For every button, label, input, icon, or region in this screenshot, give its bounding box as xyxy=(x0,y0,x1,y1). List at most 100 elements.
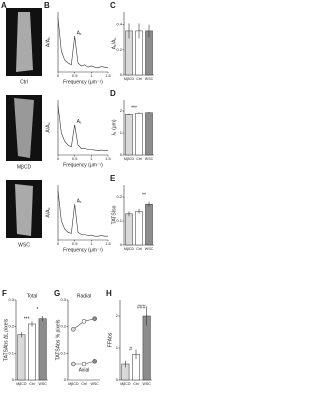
x-tick-label: 0 xyxy=(57,241,60,246)
y-tick-label: 0.3 xyxy=(60,297,66,302)
y-tick-label: 0.1 xyxy=(116,218,122,223)
x-tick-label: WSC xyxy=(145,77,154,81)
subtitle: Total xyxy=(27,293,38,299)
y-tick-label: 1 xyxy=(116,345,119,350)
y-axis-label: A₁/A₀ xyxy=(111,38,117,50)
x-tick-label: WSC xyxy=(38,382,47,386)
x-tick-label: 0.5 xyxy=(72,156,78,161)
x-tick-label: Ctrl xyxy=(133,382,139,386)
x-axis-label: Frequency (μm⁻¹) xyxy=(63,162,103,168)
y-tick-label: 0.3 xyxy=(8,297,14,302)
y-tick-label: 0.2 xyxy=(116,194,122,199)
x-tick-label: MβCD xyxy=(124,247,135,251)
y-axis-label: TATSAbs % pixels xyxy=(55,319,61,360)
y-axis-label: A/A₀ xyxy=(45,207,51,217)
image-label: Ctrl xyxy=(20,79,28,85)
spectrum-line xyxy=(57,190,108,237)
point xyxy=(71,327,76,332)
x-tick-label: WSC xyxy=(142,382,151,386)
x-tick-label: 0 xyxy=(57,156,60,161)
point xyxy=(81,361,87,367)
point xyxy=(81,319,87,324)
y-tick-label: 0.2 xyxy=(60,324,66,329)
x-tick-label: 1.5 xyxy=(105,156,111,161)
x-tick-label: 1.5 xyxy=(105,241,111,246)
x-tick-label: WSC xyxy=(145,247,154,251)
y-tick-label: 0.4 xyxy=(116,22,122,27)
x-tick-label: WSC xyxy=(145,157,154,161)
x-tick-label: Ctrl xyxy=(29,382,35,386)
panel-letter: F xyxy=(2,289,7,298)
x-tick-label: Ctrl xyxy=(136,247,142,251)
spectrum-line xyxy=(57,105,108,151)
y-axis-label: TATSAbs ΔL pixels xyxy=(3,318,9,361)
y-tick-label: 0.2 xyxy=(116,47,122,52)
y-tick-label: 2 xyxy=(116,313,119,318)
panel-letter: D xyxy=(110,89,116,98)
bar xyxy=(135,112,143,156)
y-tick-label: 0 xyxy=(64,377,67,382)
x-tick-label: MβCD xyxy=(68,382,79,386)
y-axis-label: FFAbs xyxy=(107,332,113,347)
x-axis-label: Frequency (μm⁻¹) xyxy=(63,79,103,85)
x-tick-label: Ctrl xyxy=(81,382,87,386)
x-tick-label: WSC xyxy=(90,382,99,386)
significance: ### xyxy=(137,304,146,310)
point xyxy=(92,316,97,321)
series-label: Axial xyxy=(79,367,90,373)
subtitle: Radial xyxy=(77,293,91,299)
bar xyxy=(145,112,153,156)
bar xyxy=(28,323,36,381)
x-tick-label: 1 xyxy=(90,156,93,161)
panel-letter: H xyxy=(106,289,112,298)
y-tick-label: 0.2 xyxy=(8,324,14,329)
significance: *** xyxy=(131,106,137,112)
x-tick-label: MβCD xyxy=(124,77,135,81)
image-label: WSC xyxy=(18,242,30,248)
bar xyxy=(135,211,143,246)
y-axis-label: λ₁ (μm) xyxy=(111,119,117,135)
cell-image xyxy=(6,8,42,238)
y-tick-label: 0 xyxy=(120,242,123,247)
x-tick-label: 1 xyxy=(90,241,93,246)
annotation: A₁ xyxy=(77,119,82,125)
bar xyxy=(125,114,133,156)
panel-letter: E xyxy=(110,174,116,183)
bar xyxy=(125,213,133,246)
x-tick-label: 0 xyxy=(57,73,60,78)
bar xyxy=(145,203,153,246)
bar xyxy=(17,334,26,381)
bar xyxy=(38,318,47,381)
image-label: MβCD xyxy=(17,164,32,170)
point xyxy=(71,361,76,367)
panel-letter: C xyxy=(110,1,116,10)
panel-letter: G xyxy=(54,289,60,298)
x-tick-label: 1.5 xyxy=(105,73,111,78)
spectrum-line xyxy=(57,17,109,69)
x-tick-label: MβCD xyxy=(124,157,135,161)
x-tick-label: MβCD xyxy=(16,382,27,386)
x-tick-label: 1 xyxy=(90,73,93,78)
annotation: A₁ xyxy=(77,199,82,205)
significance: # xyxy=(129,347,132,353)
panel-letter: B xyxy=(44,1,50,10)
annotation: A₁ xyxy=(77,30,82,36)
significance: ** xyxy=(142,193,146,199)
y-axis-label: A/A₀ xyxy=(45,37,51,47)
significance: * xyxy=(36,307,38,313)
y-axis-label: A/A₀ xyxy=(45,122,51,132)
y-tick-label: 0.1 xyxy=(8,350,14,355)
x-tick-label: 0.5 xyxy=(72,73,78,78)
y-tick-label: 0 xyxy=(120,72,123,77)
x-tick-label: MβCD xyxy=(120,382,131,386)
x-tick-label: Ctrl xyxy=(136,77,142,81)
y-tick-label: 1 xyxy=(120,130,123,135)
panel-letter: A xyxy=(1,1,7,10)
x-tick-label: Ctrl xyxy=(136,157,142,161)
point xyxy=(92,359,97,364)
x-axis-label: Frequency (μm⁻¹) xyxy=(63,247,103,253)
y-tick-label: 0 xyxy=(116,377,119,382)
x-tick-label: 0.5 xyxy=(72,241,78,246)
bar xyxy=(145,30,153,76)
